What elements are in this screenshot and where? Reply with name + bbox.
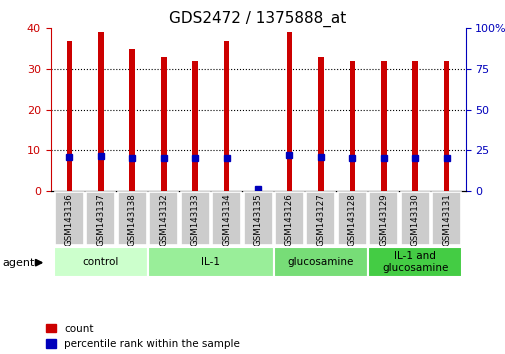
Bar bbox=[318, 57, 323, 191]
Legend: count, percentile rank within the sample: count, percentile rank within the sample bbox=[45, 324, 240, 349]
Text: GSM143138: GSM143138 bbox=[128, 193, 136, 246]
FancyBboxPatch shape bbox=[273, 247, 367, 277]
Bar bbox=[223, 41, 229, 191]
FancyBboxPatch shape bbox=[367, 247, 462, 277]
Text: agent: agent bbox=[3, 258, 35, 268]
Text: GSM143127: GSM143127 bbox=[316, 193, 325, 246]
Text: glucosamine: glucosamine bbox=[287, 257, 354, 267]
Text: GSM143128: GSM143128 bbox=[347, 193, 356, 246]
Text: GSM143136: GSM143136 bbox=[65, 193, 74, 246]
FancyBboxPatch shape bbox=[118, 192, 146, 245]
FancyBboxPatch shape bbox=[55, 192, 84, 245]
Text: GSM143126: GSM143126 bbox=[284, 193, 293, 246]
Bar bbox=[98, 32, 104, 191]
FancyBboxPatch shape bbox=[212, 192, 240, 245]
Text: GSM143137: GSM143137 bbox=[96, 193, 105, 246]
FancyBboxPatch shape bbox=[148, 247, 273, 277]
FancyBboxPatch shape bbox=[306, 192, 335, 245]
FancyBboxPatch shape bbox=[337, 192, 366, 245]
Bar bbox=[192, 61, 197, 191]
Text: control: control bbox=[82, 257, 119, 267]
Bar bbox=[255, 187, 261, 191]
Text: IL-1 and
glucosamine: IL-1 and glucosamine bbox=[381, 251, 447, 273]
FancyBboxPatch shape bbox=[243, 192, 272, 245]
FancyBboxPatch shape bbox=[275, 192, 304, 245]
FancyBboxPatch shape bbox=[431, 192, 460, 245]
FancyBboxPatch shape bbox=[180, 192, 209, 245]
Text: IL-1: IL-1 bbox=[201, 257, 220, 267]
Text: GSM143134: GSM143134 bbox=[222, 193, 231, 246]
Text: GSM143133: GSM143133 bbox=[190, 193, 199, 246]
Bar bbox=[286, 32, 292, 191]
Bar bbox=[161, 57, 166, 191]
FancyBboxPatch shape bbox=[149, 192, 178, 245]
Bar bbox=[443, 61, 448, 191]
Title: GDS2472 / 1375888_at: GDS2472 / 1375888_at bbox=[169, 11, 346, 27]
Bar bbox=[380, 61, 386, 191]
FancyBboxPatch shape bbox=[369, 192, 397, 245]
Bar bbox=[412, 61, 417, 191]
Text: GSM143130: GSM143130 bbox=[410, 193, 419, 246]
Text: GSM143129: GSM143129 bbox=[379, 193, 387, 246]
Text: GSM143131: GSM143131 bbox=[441, 193, 450, 246]
FancyBboxPatch shape bbox=[86, 192, 115, 245]
Text: GSM143135: GSM143135 bbox=[253, 193, 262, 246]
FancyBboxPatch shape bbox=[54, 247, 148, 277]
Bar bbox=[67, 41, 72, 191]
Bar bbox=[129, 48, 135, 191]
FancyBboxPatch shape bbox=[400, 192, 429, 245]
Text: GSM143132: GSM143132 bbox=[159, 193, 168, 246]
Bar bbox=[349, 61, 355, 191]
